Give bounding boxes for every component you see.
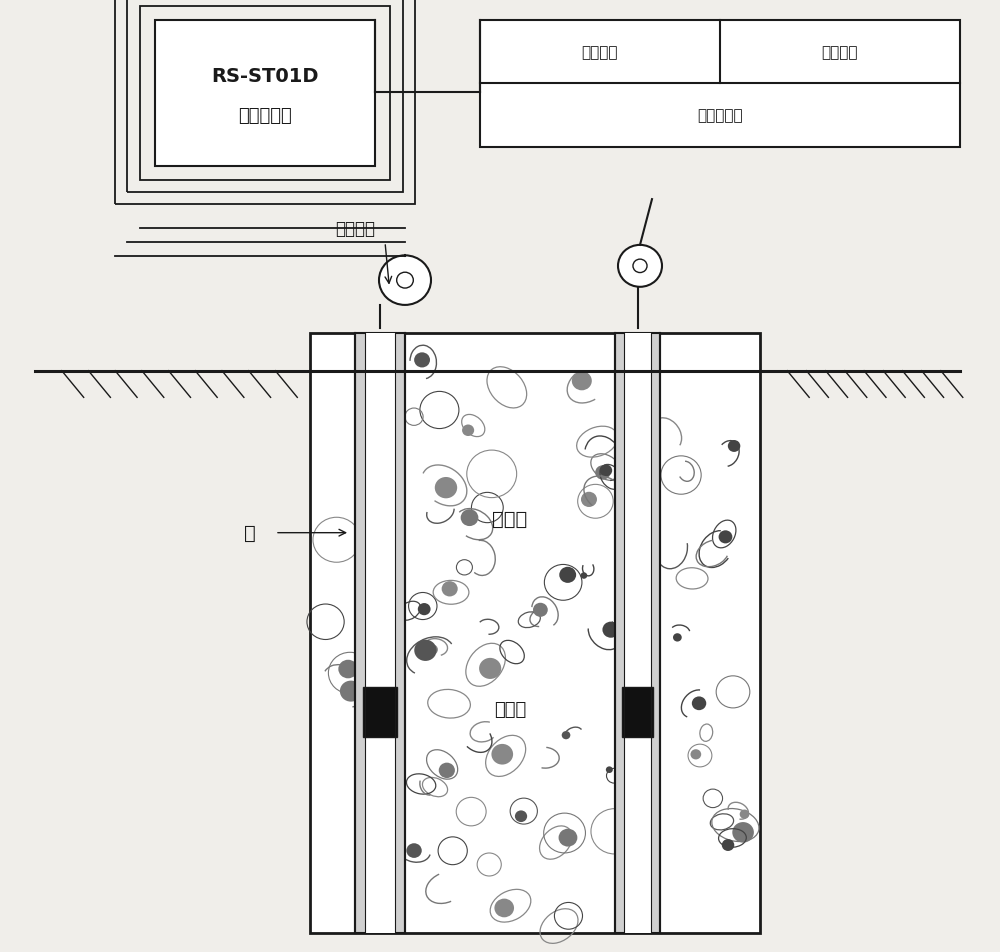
Circle shape (461, 509, 478, 526)
Circle shape (491, 744, 513, 764)
Circle shape (515, 810, 527, 823)
Circle shape (414, 353, 430, 368)
Circle shape (740, 810, 749, 819)
Circle shape (728, 441, 740, 452)
Bar (622, 687, 653, 737)
Circle shape (690, 749, 701, 760)
Circle shape (633, 260, 647, 273)
Circle shape (494, 899, 514, 918)
Circle shape (533, 604, 548, 617)
Text: 数据处理: 数据处理 (582, 45, 618, 60)
Circle shape (722, 839, 734, 851)
Circle shape (435, 478, 457, 499)
Circle shape (600, 465, 612, 477)
Circle shape (732, 823, 754, 843)
Text: 桶: 桶 (244, 524, 256, 543)
Bar (615, 333, 660, 933)
Circle shape (719, 531, 732, 544)
Circle shape (338, 660, 358, 679)
Bar (155, 21, 375, 167)
Circle shape (427, 645, 438, 655)
Circle shape (595, 466, 610, 480)
Circle shape (559, 567, 576, 584)
Circle shape (379, 256, 431, 306)
Text: 换能器: 换能器 (494, 701, 526, 718)
Bar (624, 333, 651, 933)
Circle shape (414, 640, 437, 662)
Circle shape (692, 697, 706, 710)
Circle shape (340, 681, 362, 702)
Circle shape (580, 573, 587, 579)
Circle shape (559, 829, 577, 846)
Circle shape (397, 273, 413, 288)
Bar (363, 687, 397, 737)
Circle shape (462, 425, 474, 437)
Circle shape (572, 372, 592, 391)
Circle shape (442, 582, 458, 597)
Text: 深度滑轮: 深度滑轮 (335, 220, 375, 238)
Bar (127, 0, 403, 193)
Bar (355, 333, 405, 933)
Circle shape (406, 843, 422, 858)
Bar (365, 333, 395, 933)
Text: 声测管: 声测管 (492, 509, 528, 528)
Circle shape (602, 622, 619, 638)
Text: 数字超声仪: 数字超声仪 (238, 107, 292, 125)
Bar (115, 0, 415, 205)
Bar (480, 21, 960, 148)
Circle shape (562, 731, 570, 740)
Bar (310, 333, 760, 933)
Circle shape (673, 633, 682, 642)
Text: 室内计算机: 室内计算机 (697, 109, 743, 124)
Bar (140, 7, 390, 181)
Circle shape (439, 763, 455, 778)
Circle shape (418, 604, 431, 616)
Circle shape (606, 766, 613, 773)
Circle shape (479, 658, 501, 679)
Text: RS-ST01D: RS-ST01D (211, 67, 319, 86)
Circle shape (618, 246, 662, 288)
Circle shape (581, 492, 597, 507)
Text: 结果输出: 结果输出 (822, 45, 858, 60)
